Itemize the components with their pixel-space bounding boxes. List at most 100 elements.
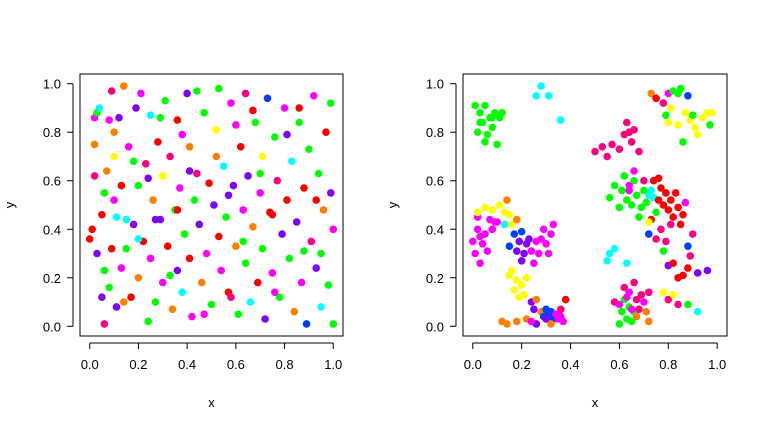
scatter-point bbox=[627, 305, 636, 314]
scatter-point bbox=[159, 172, 167, 180]
scatter-point bbox=[236, 143, 245, 151]
scatter-point bbox=[156, 113, 165, 122]
x-axis-label: x bbox=[208, 395, 215, 410]
scatter-point bbox=[676, 220, 685, 229]
scatter-point bbox=[698, 113, 707, 122]
scatter-point bbox=[654, 196, 663, 204]
scatter-point bbox=[300, 247, 308, 255]
scatter-point bbox=[674, 203, 682, 212]
scatter-point bbox=[630, 176, 638, 185]
scatter-point bbox=[168, 305, 177, 314]
y-tick-label: 0.0 bbox=[43, 319, 61, 334]
scatter-point bbox=[305, 145, 313, 153]
scatter-point bbox=[649, 176, 658, 185]
scatter-point bbox=[647, 89, 655, 98]
scatter-point bbox=[273, 176, 282, 185]
scatter-point bbox=[288, 157, 296, 166]
scatter-point bbox=[662, 237, 670, 246]
scatter-point bbox=[669, 291, 677, 299]
scatter-point bbox=[290, 307, 299, 316]
scatter-point bbox=[120, 82, 128, 90]
y-axis-label: y bbox=[385, 201, 400, 208]
scatter-point bbox=[215, 84, 223, 93]
scatter-point bbox=[271, 288, 279, 297]
scatter-point bbox=[605, 193, 614, 202]
scatter-point bbox=[544, 249, 553, 258]
scatter-point bbox=[657, 225, 665, 234]
scatter-point bbox=[513, 247, 521, 255]
scatter-point bbox=[137, 89, 145, 98]
scatter-point bbox=[146, 111, 155, 119]
scatter-point bbox=[180, 230, 189, 238]
scatter-point bbox=[312, 264, 321, 272]
scatter-point bbox=[249, 223, 257, 231]
scatter-point bbox=[227, 293, 235, 302]
scatter-point bbox=[251, 118, 260, 127]
scatter-point bbox=[689, 111, 697, 119]
scatter-point bbox=[652, 235, 660, 243]
scatter-point bbox=[522, 274, 531, 282]
scatter-point bbox=[317, 249, 325, 258]
scatter-point bbox=[662, 111, 670, 119]
y-axis: 0.0 0.2 0.4 0.6 0.8 1.0 bbox=[43, 77, 74, 334]
y-tick-label: 0.2 bbox=[426, 271, 444, 286]
scatter-point bbox=[627, 317, 636, 326]
x-tick-label: 0.6 bbox=[610, 357, 628, 372]
scatter-point bbox=[253, 278, 262, 287]
scatter-point bbox=[681, 198, 690, 207]
scatter-point bbox=[329, 225, 338, 234]
scatter-point bbox=[517, 257, 526, 265]
scatter-point bbox=[232, 121, 240, 129]
scatter-point bbox=[122, 215, 131, 224]
scatter-point bbox=[258, 152, 267, 161]
scatter-point bbox=[488, 225, 497, 234]
scatter-point bbox=[652, 94, 660, 103]
left-scatter-panel: 0.0 0.2 0.4 0.6 0.8 1.0 x 0.0 0.2 0.4 0.6 0.8 1.0 y bbox=[2, 73, 344, 410]
scatter-point bbox=[620, 172, 629, 180]
scatter-point bbox=[295, 104, 304, 112]
scatter-point bbox=[632, 312, 641, 321]
scatter-point bbox=[261, 315, 269, 323]
plot-frame bbox=[79, 73, 344, 337]
scatter-point bbox=[268, 269, 277, 277]
scatter-point bbox=[327, 99, 335, 107]
scatter-point bbox=[112, 213, 121, 221]
scatter-point bbox=[505, 242, 514, 250]
scatter-point bbox=[129, 220, 138, 229]
scatter-point bbox=[667, 220, 675, 229]
scatter-point bbox=[684, 92, 692, 100]
scatter-point bbox=[90, 172, 99, 180]
scatter-point bbox=[275, 293, 284, 302]
scatter-point bbox=[623, 196, 631, 204]
scatter-point bbox=[645, 218, 653, 226]
scatter-point bbox=[503, 320, 511, 328]
scatter-point bbox=[515, 237, 523, 246]
scatter-point bbox=[317, 303, 325, 311]
x-tick-label: 0.2 bbox=[513, 357, 531, 372]
scatter-point bbox=[93, 249, 101, 258]
scatter-point bbox=[532, 295, 541, 304]
x-axis-label: x bbox=[592, 395, 599, 410]
scatter-point bbox=[693, 269, 702, 277]
scatter-point bbox=[278, 230, 286, 238]
scatter-point bbox=[684, 300, 692, 309]
scatter-point bbox=[676, 84, 685, 93]
scatter-point bbox=[132, 104, 140, 112]
scatter-point bbox=[642, 307, 651, 316]
scatter-point bbox=[176, 184, 184, 192]
scatter-point bbox=[645, 230, 653, 238]
scatter-point bbox=[258, 244, 267, 253]
scatter-point bbox=[664, 118, 673, 127]
scatter-point bbox=[686, 252, 695, 260]
scatter-point bbox=[664, 206, 673, 214]
scatter-point bbox=[476, 109, 484, 117]
scatter-point bbox=[239, 237, 247, 246]
scatter-point bbox=[659, 288, 668, 297]
scatter-point bbox=[241, 259, 250, 268]
x-tick-label: 0.2 bbox=[129, 357, 147, 372]
plot-frame bbox=[462, 73, 728, 337]
x-tick-label: 0.0 bbox=[464, 357, 482, 372]
scatter-point bbox=[615, 300, 624, 309]
scatter-point bbox=[322, 128, 330, 136]
